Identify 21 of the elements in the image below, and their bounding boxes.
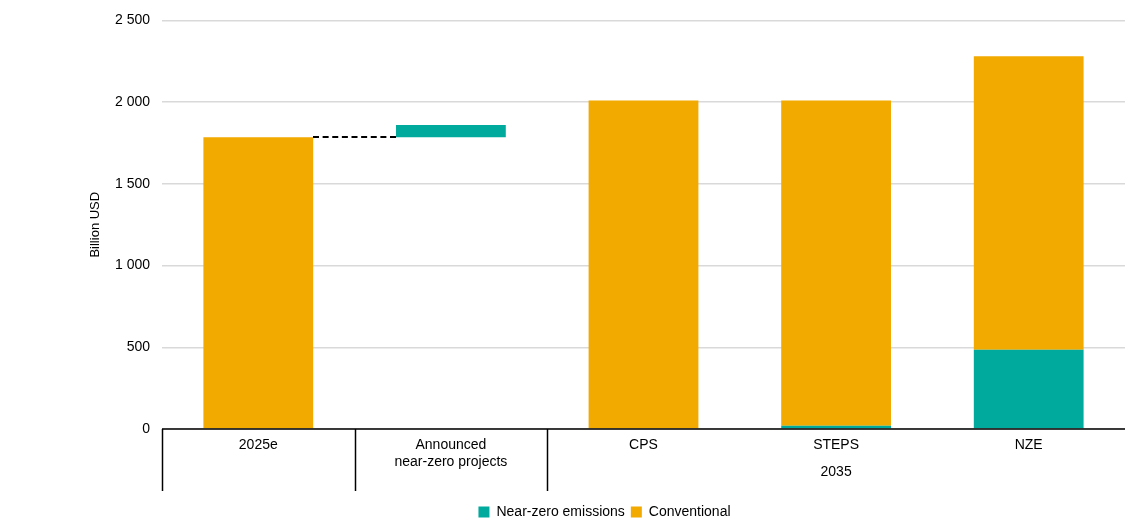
x-tick-label: NZE — [1014, 436, 1043, 453]
bar — [203, 137, 314, 429]
y-tick-label: 2 500 — [114, 11, 151, 28]
legend-label: Near-zero emissions — [496, 502, 625, 519]
x-tick-label: 2025e — [238, 436, 278, 453]
y-tick-label: 0 — [142, 419, 151, 436]
bar — [781, 100, 891, 426]
x-tick-label: CPS — [629, 436, 658, 453]
y-tick-label: 2 000 — [114, 92, 151, 109]
bar — [396, 125, 506, 138]
text: 2035 — [820, 462, 852, 479]
bar — [973, 349, 1084, 429]
y-tick-label: 1 500 — [114, 174, 151, 191]
y-axis-title: Billion USD — [87, 191, 103, 258]
y-tick-label: 1 000 — [114, 256, 151, 273]
bar — [588, 100, 699, 429]
x-tick-label: Announced near-zero projects — [394, 436, 508, 470]
x-tick-label: STEPS — [813, 436, 860, 453]
legend-label: Conventional — [648, 502, 731, 519]
bar — [973, 56, 1084, 350]
y-tick-label: 500 — [126, 338, 151, 355]
